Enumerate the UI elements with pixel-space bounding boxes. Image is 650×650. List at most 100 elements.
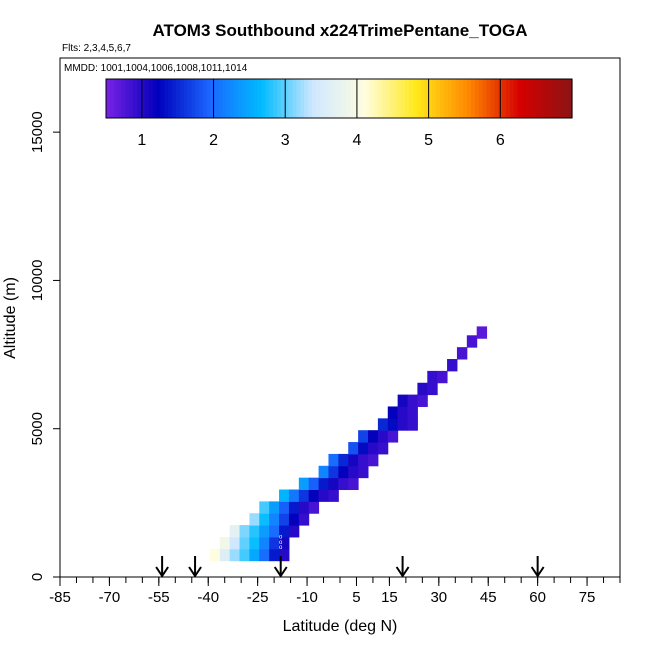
colorbar-segment bbox=[249, 79, 255, 118]
colorbar-segment bbox=[346, 79, 352, 118]
colorbar-segment bbox=[125, 79, 130, 118]
colorbar-segment bbox=[397, 79, 402, 118]
colorbar-segment bbox=[148, 79, 154, 118]
heatmap-cell bbox=[308, 489, 320, 502]
heatmap-cell bbox=[427, 382, 438, 396]
heatmap-cell bbox=[387, 406, 399, 419]
colorbar-segment bbox=[276, 79, 282, 118]
colorbar-segment bbox=[424, 79, 429, 118]
colorbar-segment bbox=[358, 79, 363, 118]
heatmap-cell bbox=[239, 525, 250, 538]
heatmap-cell bbox=[328, 477, 339, 491]
colorbar-segment bbox=[179, 79, 185, 118]
colorbar-segment bbox=[544, 79, 550, 118]
heatmap-cell bbox=[338, 453, 349, 467]
colorbar-segment bbox=[113, 79, 119, 118]
heatmap-cell bbox=[407, 418, 418, 431]
heatmap-cells: ooo bbox=[209, 326, 488, 562]
heatmap-cell bbox=[219, 548, 231, 562]
colorbar-segment bbox=[339, 79, 344, 118]
colorbar-segment bbox=[517, 79, 523, 118]
heatmap-cell bbox=[279, 489, 290, 502]
colorbar-segment bbox=[323, 79, 328, 118]
colorbar-segment bbox=[241, 79, 247, 118]
colorbar-segment bbox=[393, 79, 398, 118]
colorbar-segment bbox=[494, 79, 499, 118]
colorbar-segment bbox=[366, 79, 371, 118]
colorbar-segment bbox=[140, 79, 146, 118]
heatmap-cell bbox=[387, 418, 399, 431]
colorbar-tick-label: 4 bbox=[352, 132, 361, 149]
heatmap-cell bbox=[209, 548, 221, 562]
heatmap-cell bbox=[279, 536, 290, 550]
colorbar-segment bbox=[106, 79, 111, 118]
colorbar-segment bbox=[342, 79, 348, 118]
colorbar-segment bbox=[319, 79, 325, 118]
colorbar-segment bbox=[265, 79, 270, 118]
arrow-head bbox=[188, 566, 202, 578]
colorbar-segment bbox=[463, 79, 468, 118]
heatmap-cell bbox=[288, 525, 300, 538]
colorbar-segment bbox=[568, 79, 573, 118]
colorbar-segment bbox=[191, 79, 196, 118]
colorbar-segment bbox=[245, 79, 251, 118]
colorbar-segment bbox=[502, 79, 507, 118]
colorbar-segment bbox=[230, 79, 235, 118]
arrow-head bbox=[395, 566, 410, 578]
y-tick-label: 15000 bbox=[29, 111, 46, 153]
heatmap-cell bbox=[476, 326, 488, 339]
heatmap-cell bbox=[308, 501, 320, 514]
heatmap-cell bbox=[328, 453, 339, 467]
colorbar-segment bbox=[234, 79, 239, 118]
heatmap-cell bbox=[219, 536, 231, 550]
heatmap-cell bbox=[229, 536, 241, 550]
colorbar-segment bbox=[350, 79, 356, 118]
colorbar-segment bbox=[253, 79, 259, 118]
heatmap-cell bbox=[348, 465, 359, 479]
profile-marker: o bbox=[279, 534, 283, 540]
heatmap-cell bbox=[259, 548, 270, 562]
colorbar-tick-label: 3 bbox=[281, 132, 290, 149]
x-tick-label: 45 bbox=[480, 589, 497, 606]
colorbar-segment bbox=[416, 79, 422, 118]
x-tick-label: -85 bbox=[49, 589, 71, 606]
colorbar-segment bbox=[505, 79, 511, 118]
colorbar: 1 2 3 4 5 6 bbox=[105, 78, 573, 149]
colorbar-segment bbox=[405, 79, 410, 118]
y-axis-label: Altitude (m) bbox=[2, 277, 19, 359]
colorbar-segment bbox=[436, 79, 441, 118]
colorbar-segment bbox=[513, 79, 519, 118]
heatmap-cell bbox=[417, 382, 428, 396]
heatmap-cell bbox=[397, 406, 409, 419]
heatmap-cell bbox=[259, 513, 270, 526]
colorbar-segment bbox=[187, 79, 193, 118]
colorbar-segment bbox=[381, 79, 387, 118]
x-tick-label: -40 bbox=[197, 589, 219, 606]
colorbar-segment bbox=[474, 79, 480, 118]
x-tick-label: 15 bbox=[381, 589, 398, 606]
heatmap-cell bbox=[298, 501, 310, 514]
colorbar-segment bbox=[206, 79, 212, 118]
x-axis: -85 -70 -55 -40 -25 -10 5 15 30 45 60 75 bbox=[49, 577, 621, 606]
colorbar-segment bbox=[408, 79, 414, 118]
heatmap-cell bbox=[447, 359, 458, 372]
heatmap-cell bbox=[259, 525, 270, 538]
colorbar-segment bbox=[117, 79, 123, 118]
x-tick-label: -55 bbox=[148, 589, 170, 606]
colorbar-segment bbox=[296, 79, 301, 118]
colorbar-segment bbox=[552, 79, 558, 118]
heatmap-cell bbox=[358, 442, 369, 455]
colorbar-segment bbox=[467, 79, 472, 118]
colorbar-tick-label: 5 bbox=[424, 132, 433, 149]
colorbar-segment bbox=[214, 79, 220, 118]
colorbar-segment bbox=[548, 79, 554, 118]
heatmap-cell bbox=[377, 418, 389, 431]
heatmap-cell bbox=[298, 513, 310, 526]
heatmap-cell bbox=[397, 418, 409, 431]
heatmap-cell bbox=[279, 513, 290, 526]
colorbar-segment bbox=[564, 79, 569, 118]
x-tick-label: 60 bbox=[529, 589, 546, 606]
heatmap-cell bbox=[249, 513, 260, 526]
heatmap-cell bbox=[358, 430, 369, 443]
